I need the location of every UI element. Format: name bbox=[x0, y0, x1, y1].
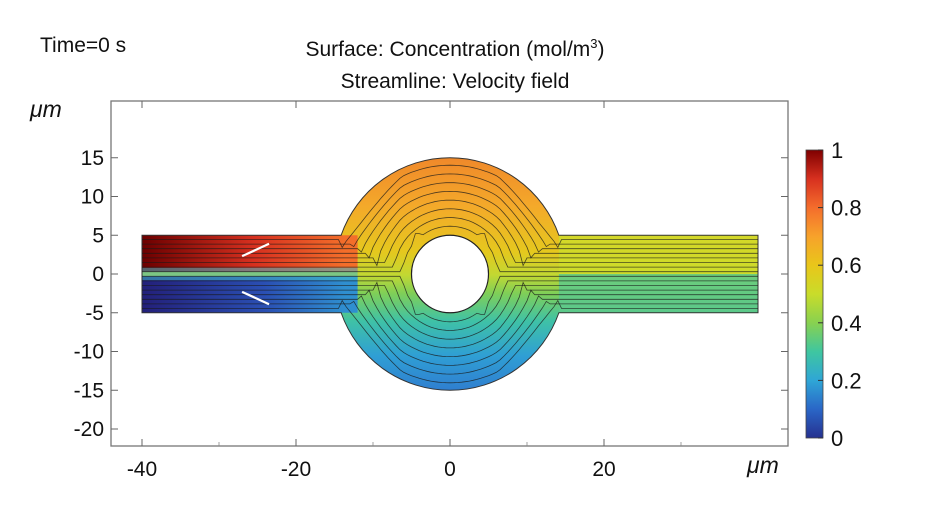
colorbar bbox=[805, 149, 824, 439]
colorbar-tick-label: 0 bbox=[831, 426, 843, 451]
colorbar-tick-label: 1 bbox=[831, 138, 843, 163]
streamline bbox=[142, 182, 758, 253]
chart-title-main: Surface: Concentration (mol/m bbox=[305, 38, 590, 61]
x-tick-label: -40 bbox=[127, 458, 157, 481]
y-axis-ticks: 15 10 5 0 -5 -10 -15 -20 bbox=[74, 147, 788, 441]
streamline bbox=[142, 208, 758, 263]
streamline bbox=[142, 275, 758, 323]
x-tick-label: 20 bbox=[592, 458, 615, 481]
x-axis-unit-label: μm bbox=[746, 452, 779, 478]
streamline bbox=[142, 164, 758, 249]
streamline bbox=[142, 300, 758, 375]
flow-arrow-mark bbox=[241, 242, 270, 258]
velocity-streamlines bbox=[142, 164, 758, 384]
concentration-surface bbox=[141, 157, 759, 391]
y-tick-label: -10 bbox=[74, 341, 104, 364]
y-tick-label: -20 bbox=[74, 418, 104, 441]
streamline bbox=[142, 199, 758, 267]
streamline bbox=[142, 285, 758, 340]
y-tick-label: 10 bbox=[81, 186, 104, 209]
streamline bbox=[142, 217, 758, 268]
y-tick-label: -15 bbox=[74, 379, 104, 402]
colorbar-tick-label: 0.8 bbox=[831, 196, 862, 221]
flow-arrow-mark bbox=[241, 290, 270, 306]
colorbar-ticks: 1 0.8 0.6 0.4 0.2 0 bbox=[818, 138, 862, 451]
domain-outline bbox=[141, 157, 759, 391]
outlet-upper bbox=[558, 235, 758, 274]
y-tick-label: 5 bbox=[92, 224, 104, 247]
mixing-band bbox=[142, 267, 358, 281]
outlet-lower bbox=[558, 274, 758, 313]
colorbar-tick-label: 0.2 bbox=[831, 368, 862, 393]
streamline bbox=[142, 280, 758, 331]
y-tick-label: 0 bbox=[92, 263, 104, 286]
colorbar-tick-label: 0.4 bbox=[831, 311, 862, 336]
streamline bbox=[142, 173, 758, 248]
streamline bbox=[142, 289, 758, 358]
x-axis-ticks: -40 -20 0 20 bbox=[127, 101, 682, 481]
streamline bbox=[142, 295, 758, 366]
x-tick-label: -20 bbox=[281, 458, 311, 481]
y-axis-unit-label: μm bbox=[29, 96, 62, 122]
chart-title: Surface: Concentration (mol/m3) bbox=[305, 36, 604, 61]
streamline bbox=[142, 299, 758, 384]
circular-obstacle bbox=[410, 234, 490, 314]
streamline bbox=[142, 190, 758, 259]
y-tick-label: -5 bbox=[85, 302, 104, 325]
colorbar-tick-label: 0.6 bbox=[831, 253, 862, 278]
time-label: Time=0 s bbox=[40, 34, 126, 57]
streamline bbox=[142, 225, 758, 273]
streamline bbox=[142, 281, 758, 349]
chart-title-superscript: 3 bbox=[590, 36, 597, 51]
chart-title-close: ) bbox=[598, 38, 605, 61]
chart-subtitle: Streamline: Velocity field bbox=[341, 70, 570, 93]
x-tick-label: 0 bbox=[444, 458, 456, 481]
y-tick-label: 15 bbox=[81, 147, 104, 170]
